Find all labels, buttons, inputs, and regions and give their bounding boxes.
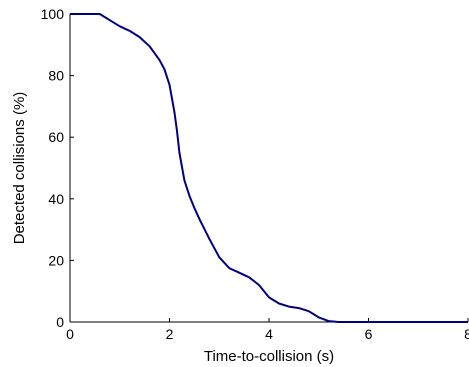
- y-axis-label: Detected collisions (%): [11, 92, 28, 245]
- y-tick-label: 60: [48, 129, 64, 145]
- series-line: [70, 13, 468, 323]
- x-tick-label: 4: [265, 326, 273, 342]
- x-tick-label: 2: [166, 326, 174, 342]
- y-tick-label: 40: [48, 191, 64, 207]
- y-tick-label: 0: [56, 314, 64, 330]
- y-tick-label: 20: [48, 252, 64, 268]
- x-axis-label: Time-to-collision (s): [204, 348, 334, 365]
- y-tick-label: 100: [41, 6, 65, 22]
- x-tick-label: 6: [365, 326, 373, 342]
- x-tick-label: 8: [464, 326, 469, 342]
- x-tick-label: 0: [66, 326, 74, 342]
- y-tick-label: 80: [48, 68, 64, 84]
